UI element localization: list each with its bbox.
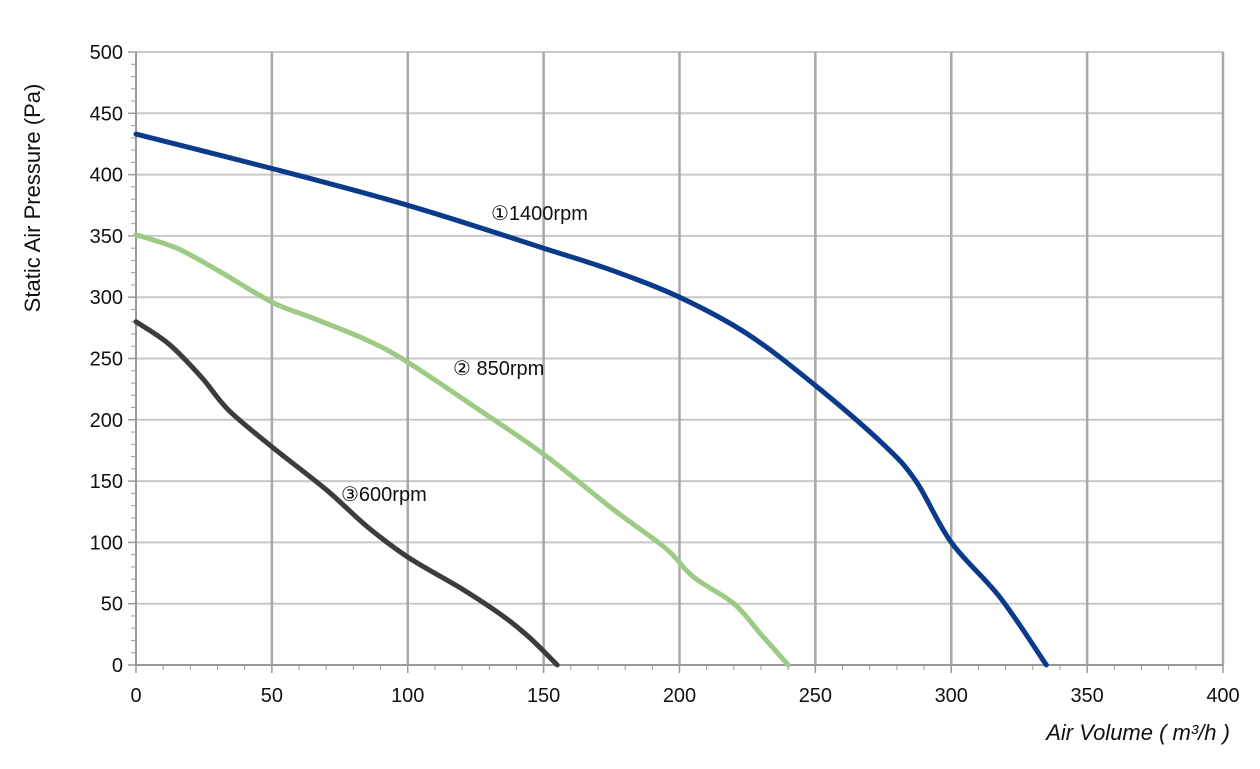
- y-tick-label: 300: [90, 287, 123, 309]
- y-tick-label: 150: [90, 471, 123, 493]
- x-tick-label: 350: [1070, 685, 1103, 707]
- series-labels: ①1400rpm ② 850rpm ③600rpm: [341, 203, 588, 506]
- series-label-1400rpm: ①1400rpm: [491, 203, 588, 225]
- series-lines: [133, 131, 1049, 668]
- y-tick-labels: 0 50 100 150 200 250 300 350 400 450 500: [90, 42, 123, 677]
- y-tick-label: 200: [90, 410, 123, 432]
- series-line-850rpm: [133, 232, 791, 668]
- series-line-1400rpm: [133, 131, 1049, 668]
- y-tick-label: 350: [90, 226, 123, 248]
- y-tick-label: 50: [101, 594, 123, 616]
- series-label-600rpm: ③600rpm: [341, 484, 427, 506]
- y-tick-label: 500: [90, 42, 123, 64]
- x-tick-label: 250: [799, 685, 832, 707]
- x-tick-label: 50: [261, 685, 283, 707]
- minor-ticks: [128, 51, 1224, 673]
- x-tick-label: 400: [1206, 685, 1239, 707]
- y-tick-label: 100: [90, 532, 123, 554]
- series-label-850rpm: ② 850rpm: [453, 358, 544, 380]
- x-tick-label: 0: [130, 685, 141, 707]
- x-axis-title: Air Volume ( m³/h ): [1044, 720, 1230, 745]
- y-tick-label: 450: [90, 103, 123, 125]
- x-tick-labels: 0 50 100 150 200 250 300 350 400: [130, 685, 1239, 707]
- x-tick-label: 300: [935, 685, 968, 707]
- x-tick-label: 100: [391, 685, 424, 707]
- series-line-600rpm: [133, 319, 560, 668]
- y-tick-label: 0: [112, 655, 123, 677]
- x-tick-label: 200: [663, 685, 696, 707]
- y-tick-label: 400: [90, 165, 123, 187]
- grid-lines: [136, 51, 1225, 665]
- y-tick-label: 250: [90, 349, 123, 371]
- x-tick-label: 150: [527, 685, 560, 707]
- y-axis-title: Static Air Pressure (Pa): [20, 84, 45, 313]
